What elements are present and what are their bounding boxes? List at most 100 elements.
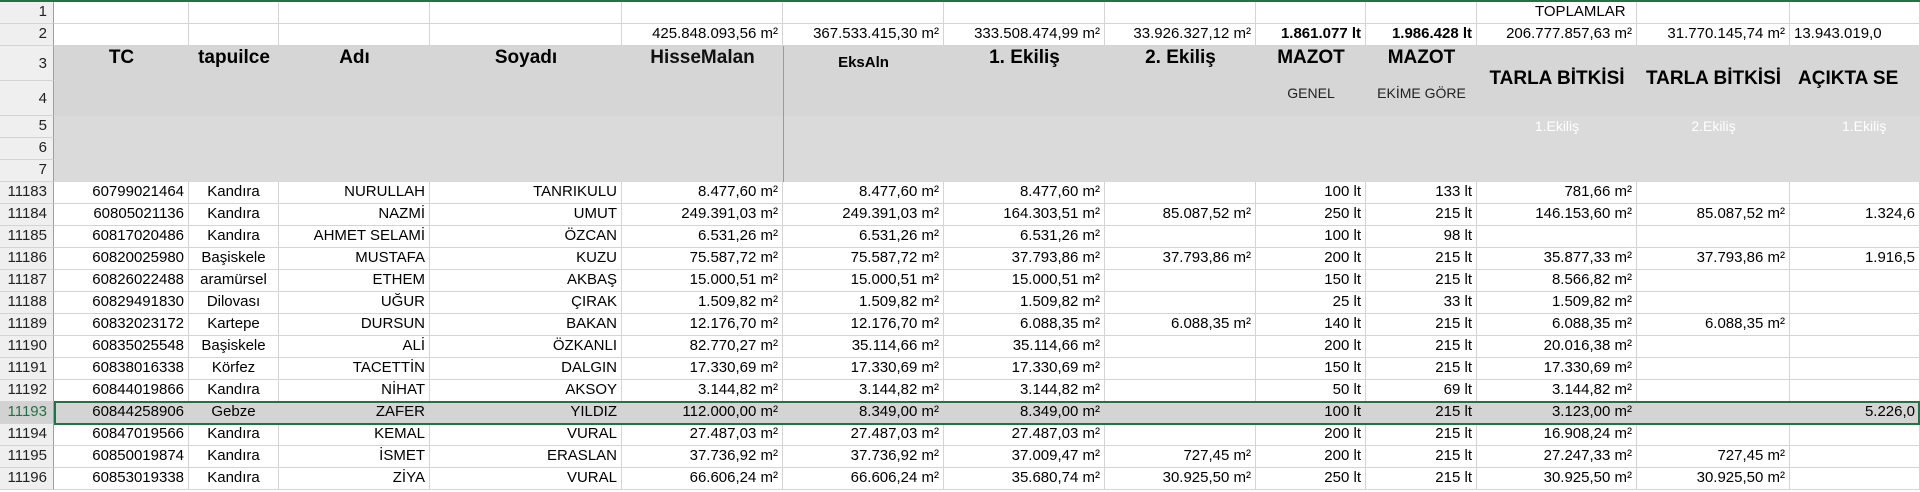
total-cell[interactable]: 367.533.415,30 m² [783,24,944,46]
cell-mg[interactable]: 250 lt [1256,204,1366,226]
cell-soyad[interactable]: AKSOY [430,380,622,402]
cell-hisse[interactable]: 37.736,92 m² [622,446,783,468]
cell-t1[interactable]: 8.566,82 m² [1477,270,1637,292]
cell-ilce[interactable]: Körfez [189,358,279,380]
cell-hisse[interactable]: 249.391,03 m² [622,204,783,226]
cell-hisse[interactable]: 27.487,03 m² [622,424,783,446]
cell-ilce[interactable]: Kandıra [189,380,279,402]
cell-me[interactable]: 98 lt [1366,226,1477,248]
cell-tc[interactable]: 60850019874 [54,446,189,468]
total-cell[interactable]: 425.848.093,56 m² [622,24,783,46]
cell-empty[interactable] [944,2,1105,24]
cell-mg[interactable]: 200 lt [1256,336,1366,358]
cell-soyad[interactable]: VURAL [430,424,622,446]
cell-me[interactable]: 215 lt [1366,248,1477,270]
row-header[interactable]: 3 [0,46,54,81]
cell-eks[interactable]: 66.606,24 m² [783,468,944,490]
row-header[interactable]: 7 [0,160,54,182]
cell-me[interactable]: 215 lt [1366,358,1477,380]
row-header[interactable]: 11196 [0,468,54,490]
cell-eks[interactable]: 35.114,66 m² [783,336,944,358]
cell-eks[interactable]: 8.477,60 m² [783,182,944,204]
cell-e1[interactable]: 37.793,86 m² [944,248,1105,270]
cell-mg[interactable]: 100 lt [1256,402,1366,424]
cell-ad[interactable]: DURSUN [279,314,430,336]
cell-empty[interactable] [430,2,622,24]
cell-mg[interactable]: 200 lt [1256,248,1366,270]
cell-e2[interactable]: 727,45 m² [1105,446,1256,468]
cell-soyad[interactable]: UMUT [430,204,622,226]
cell-mg[interactable]: 200 lt [1256,424,1366,446]
total-cell[interactable]: 33.926.327,12 m² [1105,24,1256,46]
cell-t1[interactable] [1477,226,1637,248]
cell-eks[interactable]: 37.736,92 m² [783,446,944,468]
cell-e2[interactable] [1105,380,1256,402]
cell-ilce[interactable]: Dilovası [189,292,279,314]
cell-e1[interactable]: 164.303,51 m² [944,204,1105,226]
cell-ad[interactable]: KEMAL [279,424,430,446]
cell-empty[interactable] [430,24,622,46]
cell-e1[interactable]: 6.531,26 m² [944,226,1105,248]
cell-e2[interactable] [1105,270,1256,292]
row-header[interactable]: 1 [0,2,54,24]
cell-empty[interactable] [1366,2,1477,24]
cell-me[interactable]: 215 lt [1366,468,1477,490]
cell-tc[interactable]: 60832023172 [54,314,189,336]
cell-e1[interactable]: 35.680,74 m² [944,468,1105,490]
cell-ac[interactable] [1790,226,1920,248]
cell-ilce[interactable]: Kandıra [189,468,279,490]
cell-soyad[interactable]: ÇIRAK [430,292,622,314]
row-header[interactable]: 11185 [0,226,54,248]
cell-e1[interactable]: 8.349,00 m² [944,402,1105,424]
cell-empty[interactable] [1637,2,1790,24]
cell-t2[interactable]: 30.925,50 m² [1637,468,1790,490]
cell-ad[interactable]: ZAFER [279,402,430,424]
cell-hisse[interactable]: 12.176,70 m² [622,314,783,336]
cell-mg[interactable]: 150 lt [1256,270,1366,292]
total-cell[interactable]: 206.777.857,63 m² [1477,24,1637,46]
cell-t2[interactable] [1637,336,1790,358]
cell-ad[interactable]: AHMET SELAMİ [279,226,430,248]
cell-t2[interactable] [1637,182,1790,204]
cell-hisse[interactable]: 66.606,24 m² [622,468,783,490]
cell-mg[interactable]: 50 lt [1256,380,1366,402]
cell-e1[interactable]: 27.487,03 m² [944,424,1105,446]
cell-e2[interactable]: 37.793,86 m² [1105,248,1256,270]
cell-me[interactable]: 215 lt [1366,336,1477,358]
cell-e2[interactable] [1105,336,1256,358]
cell-t1[interactable]: 17.330,69 m² [1477,358,1637,380]
cell-ad[interactable]: ZİYA [279,468,430,490]
cell-soyad[interactable]: VURAL [430,468,622,490]
cell-hisse[interactable]: 15.000,51 m² [622,270,783,292]
cell-tc[interactable]: 60820025980 [54,248,189,270]
cell-mg[interactable]: 25 lt [1256,292,1366,314]
row-header[interactable]: 11190 [0,336,54,358]
cell-hisse[interactable]: 3.144,82 m² [622,380,783,402]
cell-t2[interactable]: 6.088,35 m² [1637,314,1790,336]
row-header[interactable]: 11186 [0,248,54,270]
cell-tc[interactable]: 60805021136 [54,204,189,226]
cell-soyad[interactable]: AKBAŞ [430,270,622,292]
cell-ilce[interactable]: Kandıra [189,204,279,226]
cell-ilce[interactable]: Kandıra [189,424,279,446]
cell-e1[interactable]: 37.009,47 m² [944,446,1105,468]
cell-eks[interactable]: 249.391,03 m² [783,204,944,226]
row-header[interactable]: 11187 [0,270,54,292]
cell-empty[interactable] [279,2,430,24]
cell-e1[interactable]: 15.000,51 m² [944,270,1105,292]
cell-ad[interactable]: İSMET [279,446,430,468]
cell-soyad[interactable]: KUZU [430,248,622,270]
cell-ac[interactable] [1790,380,1920,402]
cell-t2[interactable]: 727,45 m² [1637,446,1790,468]
cell-ac[interactable] [1790,336,1920,358]
cell-tc[interactable]: 60838016338 [54,358,189,380]
cell-tc[interactable]: 60847019566 [54,424,189,446]
cell-e2[interactable]: 30.925,50 m² [1105,468,1256,490]
row-header[interactable]: 11191 [0,358,54,380]
row-header[interactable]: 6 [0,138,54,160]
cell-tc[interactable]: 60826022488 [54,270,189,292]
cell-e2[interactable]: 85.087,52 m² [1105,204,1256,226]
cell-e2[interactable] [1105,358,1256,380]
cell-tc[interactable]: 60835025548 [54,336,189,358]
cell-me[interactable]: 133 lt [1366,182,1477,204]
